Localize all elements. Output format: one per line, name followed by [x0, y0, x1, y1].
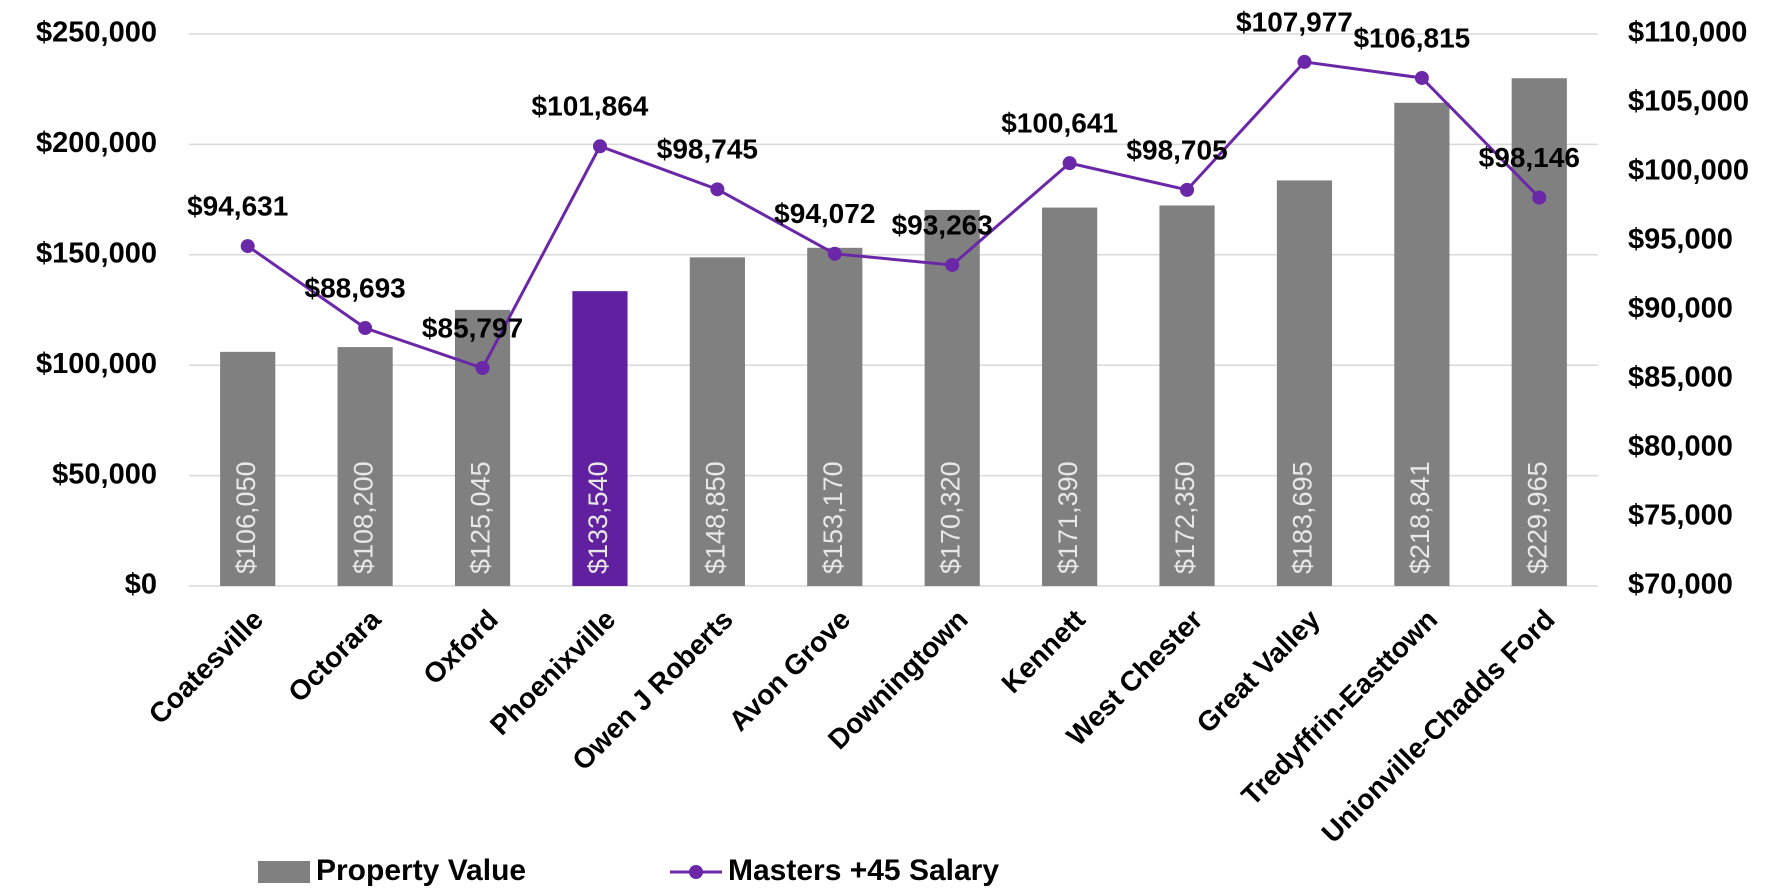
bar-value-label: $171,390: [1053, 461, 1083, 574]
x-tick-label: Octorara: [282, 603, 387, 708]
bar-value-label: $106,050: [231, 461, 261, 574]
bar-value-label: $153,170: [818, 461, 848, 574]
line-point: [1532, 190, 1547, 205]
line-value-label: $106,815: [1353, 22, 1470, 53]
bar: [807, 247, 863, 586]
bar: [924, 209, 980, 586]
legend-swatch: [689, 865, 703, 879]
x-tick-label: Tredyffrin-Easttown: [1236, 604, 1444, 812]
line-point: [945, 257, 960, 272]
x-tick-label: Oxford: [417, 604, 504, 691]
line-value-label: $98,745: [657, 134, 758, 165]
y2-tick-label: $80,000: [1628, 431, 1733, 463]
bar: [220, 351, 276, 586]
line-point: [592, 139, 607, 154]
legend-label: Masters +45 Salary: [728, 854, 999, 887]
x-tick-label: Kennett: [995, 604, 1091, 700]
bar-value-label: $170,320: [935, 461, 965, 574]
line-value-label: $93,263: [892, 209, 993, 240]
bar-value-label: $133,540: [583, 461, 613, 574]
y2-tick-label: $85,000: [1628, 362, 1733, 394]
line-point: [1297, 54, 1312, 69]
bar: [572, 291, 628, 586]
line-value-label: $98,705: [1126, 134, 1227, 165]
line-value-label: $94,072: [774, 198, 875, 229]
bar-value-label: $108,200: [348, 461, 378, 574]
line-value-label: $100,641: [1001, 108, 1118, 139]
line-point: [1062, 156, 1077, 171]
y2-tick-label: $75,000: [1628, 500, 1733, 532]
bar: [1042, 207, 1098, 587]
bar-value-label: $172,350: [1170, 461, 1200, 574]
line-point: [1180, 182, 1195, 197]
line-point: [710, 182, 725, 197]
bar: [454, 309, 511, 586]
line-value-label: $88,693: [305, 272, 406, 303]
y2-tick-label: $110,000: [1628, 17, 1747, 49]
line-value-label: $107,977: [1236, 6, 1353, 37]
y2-tick-label: $95,000: [1628, 224, 1733, 256]
line-point: [475, 361, 490, 376]
bar-value-label: $125,045: [466, 461, 496, 574]
bar: [1159, 205, 1215, 586]
bar-value-label: $183,695: [1288, 461, 1318, 574]
bar-value-label: $148,850: [701, 461, 731, 574]
bar: [1511, 78, 1567, 587]
line-value-label: $101,864: [532, 91, 649, 122]
line-point: [827, 246, 842, 261]
x-tick-label: Unionville-Chadds Ford: [1316, 604, 1561, 849]
bar-value-label: $229,965: [1522, 461, 1552, 574]
y-tick-label: $200,000: [36, 127, 157, 159]
y-tick-label: $150,000: [36, 237, 157, 269]
y2-tick-label: $90,000: [1628, 293, 1733, 325]
line: [246, 60, 1541, 370]
y-tick-label: $0: [125, 569, 157, 601]
line-value-label: $85,797: [422, 312, 523, 343]
y2-tick-label: $100,000: [1628, 155, 1749, 187]
bar: [1276, 180, 1333, 587]
y2-tick-label: $105,000: [1628, 86, 1749, 118]
y2-tick-label: $70,000: [1628, 569, 1733, 601]
line-point: [358, 321, 373, 336]
line-value-label: $94,631: [187, 190, 288, 221]
line-value-label: $98,146: [1479, 142, 1580, 173]
bar: [689, 257, 745, 586]
bar: [1394, 102, 1450, 586]
line-point: [240, 239, 255, 254]
legend-swatch: [258, 861, 310, 883]
y-tick-label: $100,000: [36, 348, 157, 380]
line-point: [1414, 70, 1429, 85]
legend-label: Property Value: [316, 854, 526, 887]
bar-value-label: $218,841: [1405, 461, 1435, 574]
x-tick-label: Avon Grove: [723, 604, 856, 737]
y-tick-label: $250,000: [36, 17, 157, 49]
x-tick-label: Coatesville: [143, 604, 269, 730]
y-tick-label: $50,000: [52, 458, 157, 490]
bar: [337, 347, 393, 586]
